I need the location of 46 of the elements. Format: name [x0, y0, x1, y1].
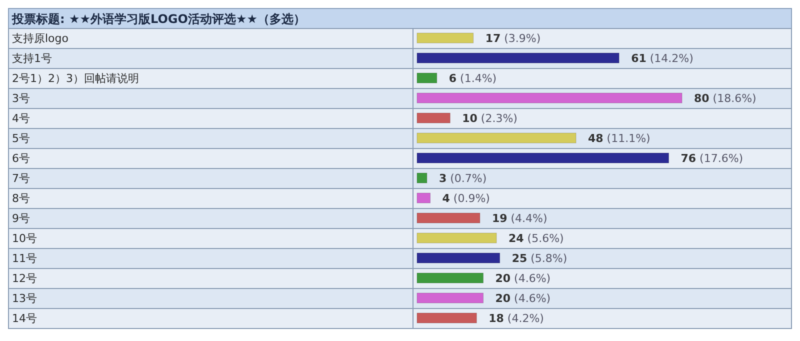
data-label: 25 (5.8%): [512, 252, 568, 265]
bar: [416, 132, 576, 144]
data-label: 19 (4.4%): [492, 212, 548, 225]
bar: [416, 52, 620, 64]
y-tick-label: 4号: [12, 112, 30, 125]
y-tick-label: 支持1号: [12, 52, 52, 65]
y-tick-label: 2号1）2）3）回帖请说明: [12, 72, 139, 85]
bar: [416, 72, 438, 84]
text: 投票标题: ★★外语学习版LOGO活动评选★★（多选）: [11, 12, 306, 26]
y-tick-label: 13号: [12, 292, 37, 305]
bar: [416, 172, 428, 184]
data-label: 80 (18.6%): [694, 92, 756, 105]
data-label: 24 (5.6%): [508, 232, 564, 245]
data-label: 18 (4.2%): [488, 312, 544, 325]
y-tick-label: 3号: [12, 92, 30, 105]
y-tick-label: 支持原logo: [12, 32, 69, 45]
data-label: 61 (14.2%): [631, 52, 694, 65]
bar: [416, 112, 450, 124]
data-label: 76 (17.6%): [680, 152, 744, 165]
y-tick-label: 6号: [12, 152, 30, 165]
data-label: 20 (4.6%): [495, 272, 551, 285]
y-tick-label: 10号: [12, 232, 37, 245]
bar: [416, 32, 474, 44]
data-label: 10 (2.3%): [462, 112, 518, 125]
y-tick-label: 5号: [12, 132, 30, 145]
bar: [416, 232, 497, 244]
y-tick-label: 9号: [12, 212, 30, 225]
bar: [416, 92, 682, 104]
data-label: 20 (4.6%): [495, 292, 551, 305]
data-label: 48 (11.1%): [588, 132, 650, 145]
y-tick-label: 8号: [12, 192, 30, 205]
bar: [416, 252, 500, 264]
data-label: 4 (0.9%): [442, 192, 490, 205]
y-tick-label: 11号: [12, 252, 37, 265]
y-tick-label: 14号: [12, 312, 37, 325]
bar: [416, 312, 477, 324]
data-label: 3 (0.7%): [438, 172, 487, 185]
bar: [416, 272, 484, 284]
bar: [416, 192, 430, 204]
data-label: 17 (3.9%): [485, 32, 541, 45]
bar: [416, 212, 480, 224]
data-label: 6 (1.4%): [448, 72, 497, 85]
bar: [416, 152, 669, 164]
bar: [416, 292, 484, 304]
y-tick-label: 7号: [12, 172, 30, 185]
y-tick-label: 12号: [12, 272, 37, 285]
